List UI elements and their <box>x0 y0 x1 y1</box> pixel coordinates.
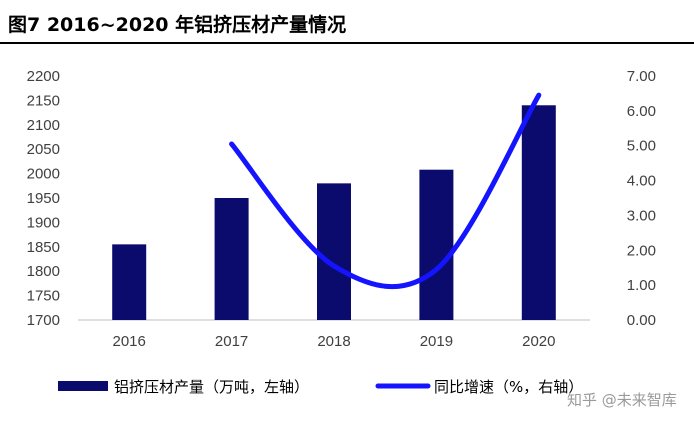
bar <box>112 244 147 320</box>
left-tick-label: 2100 <box>27 117 60 134</box>
left-tick-label: 1900 <box>27 214 60 231</box>
left-tick-label: 2150 <box>27 92 60 109</box>
watermark: 知乎 @未来智库 <box>567 391 677 409</box>
x-tick-label: 2020 <box>522 333 555 350</box>
left-axis: 1700 1750 1800 1850 1900 1950 2000 2050 2100 2150… <box>27 68 60 329</box>
x-tick-label: 2016 <box>113 333 146 350</box>
legend-label-bar: 铝挤压材产量（万吨，左轴） <box>114 378 309 396</box>
bar-series <box>112 105 556 320</box>
legend-swatch-bar <box>58 381 108 391</box>
left-tick-label: 1850 <box>27 239 60 256</box>
right-tick-label: 6.00 <box>627 103 656 120</box>
x-tick-label: 2017 <box>215 333 248 350</box>
left-tick-label: 2200 <box>27 68 60 85</box>
bar <box>214 198 249 320</box>
right-tick-label: 4.00 <box>627 173 656 190</box>
growth-line <box>229 92 542 290</box>
bar <box>419 169 454 320</box>
left-tick-label: 1700 <box>27 312 60 329</box>
right-axis: 0.00 1.00 2.00 3.00 4.00 5.00 6.00 7.00 <box>627 68 656 329</box>
right-tick-label: 2.00 <box>627 242 656 259</box>
right-tick-label: 1.00 <box>627 277 656 294</box>
figure-title: 图7 2016~2020 年铝挤压材产量情况 <box>8 14 347 36</box>
bar <box>317 183 351 320</box>
right-tick-label: 3.00 <box>627 207 656 224</box>
right-tick-label: 7.00 <box>627 68 656 85</box>
legend-label-line: 同比增速（%，右轴） <box>434 378 583 396</box>
right-tick-label: 5.00 <box>627 138 656 155</box>
title-rule <box>0 42 694 44</box>
legend: 铝挤压材产量（万吨，左轴） 同比增速（%，右轴） <box>58 378 583 396</box>
left-tick-label: 1950 <box>27 190 60 207</box>
x-axis: 2016 2017 2018 2019 2020 <box>113 333 556 350</box>
right-tick-label: 0.00 <box>627 312 656 329</box>
left-tick-label: 2000 <box>27 166 60 183</box>
left-tick-label: 1750 <box>27 288 60 305</box>
left-tick-label: 2050 <box>27 141 60 158</box>
x-tick-label: 2018 <box>317 333 350 350</box>
left-tick-label: 1800 <box>27 263 60 280</box>
bar <box>521 105 556 320</box>
figure-title-bar: 图7 2016~2020 年铝挤压材产量情况 <box>0 0 694 44</box>
x-tick-label: 2019 <box>420 333 453 350</box>
